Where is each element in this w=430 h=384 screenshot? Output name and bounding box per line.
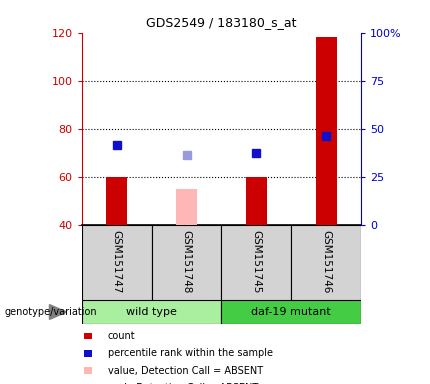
Bar: [176, 189, 197, 225]
Text: daf-19 mutant: daf-19 mutant: [252, 307, 331, 317]
Bar: [246, 177, 267, 225]
Text: genotype/variation: genotype/variation: [4, 307, 97, 317]
Text: GSM151748: GSM151748: [181, 230, 191, 294]
Text: GSM151746: GSM151746: [321, 230, 331, 294]
Text: rank, Detection Call = ABSENT: rank, Detection Call = ABSENT: [108, 383, 258, 384]
Bar: [316, 38, 337, 225]
Text: GSM151745: GSM151745: [252, 230, 261, 294]
Bar: [106, 177, 127, 225]
FancyBboxPatch shape: [221, 300, 361, 324]
FancyBboxPatch shape: [82, 300, 221, 324]
Text: percentile rank within the sample: percentile rank within the sample: [108, 348, 273, 358]
FancyBboxPatch shape: [152, 225, 221, 300]
FancyBboxPatch shape: [292, 225, 361, 300]
Text: wild type: wild type: [126, 307, 177, 317]
Text: value, Detection Call = ABSENT: value, Detection Call = ABSENT: [108, 366, 263, 376]
Text: GSM151747: GSM151747: [112, 230, 122, 294]
Title: GDS2549 / 183180_s_at: GDS2549 / 183180_s_at: [146, 16, 297, 29]
FancyBboxPatch shape: [221, 225, 292, 300]
Text: count: count: [108, 331, 135, 341]
FancyBboxPatch shape: [82, 225, 152, 300]
Polygon shape: [49, 305, 67, 319]
